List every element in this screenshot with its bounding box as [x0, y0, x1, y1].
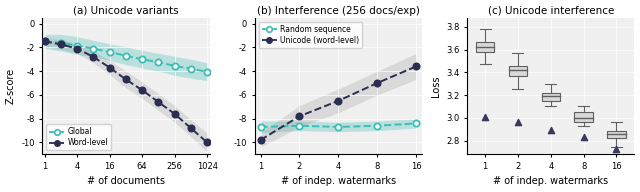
Y-axis label: Z-score: Z-score — [6, 68, 15, 104]
Title: (a) Unicode variants: (a) Unicode variants — [73, 6, 179, 16]
Y-axis label: Loss: Loss — [431, 75, 440, 97]
X-axis label: # of documents: # of documents — [87, 176, 165, 186]
Bar — [476, 42, 494, 52]
Point — [480, 115, 490, 118]
X-axis label: # of indep. watermarks: # of indep. watermarks — [493, 176, 609, 186]
Bar — [575, 112, 593, 122]
Point — [579, 136, 589, 139]
Bar — [541, 93, 560, 101]
Point — [546, 129, 556, 132]
Bar — [509, 65, 527, 76]
X-axis label: # of indep. watermarks: # of indep. watermarks — [281, 176, 396, 186]
Bar — [607, 132, 625, 138]
Legend: Global, Word-level: Global, Word-level — [46, 124, 111, 150]
Point — [611, 147, 621, 150]
Title: (c) Unicode interference: (c) Unicode interference — [488, 6, 614, 16]
Title: (b) Interference (256 docs/exp): (b) Interference (256 docs/exp) — [257, 6, 420, 16]
Legend: Random sequence, Unicode (word-level): Random sequence, Unicode (word-level) — [259, 22, 362, 48]
Point — [513, 121, 523, 124]
